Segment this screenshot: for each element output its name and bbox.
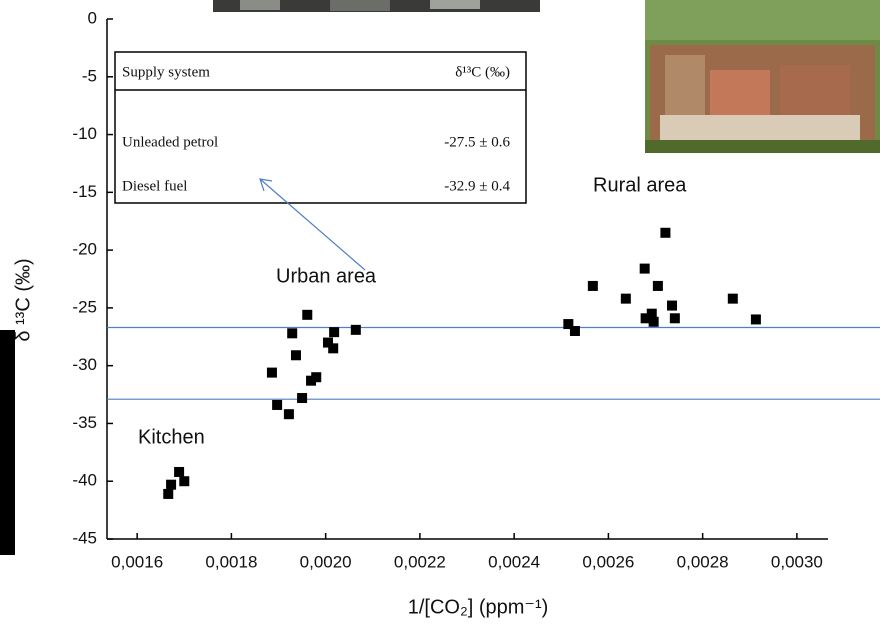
y-tick-label: -30	[72, 355, 97, 374]
point	[272, 400, 282, 410]
table-cell: Diesel fuel	[122, 178, 187, 194]
inset-table: Supply system δ¹³C (‰) Unleaded petrol -…	[115, 52, 526, 203]
x-tick-label: 0,0030	[771, 552, 823, 571]
annotation: Rural area	[593, 174, 687, 196]
y-tick-label: -35	[72, 413, 97, 432]
point	[653, 281, 663, 291]
x-tick-label: 0,0016	[111, 552, 163, 571]
photo-top	[213, 0, 540, 12]
y-tick-label: -20	[72, 240, 97, 259]
y-tick-label: -25	[72, 297, 97, 316]
point	[351, 325, 361, 335]
point	[179, 476, 189, 486]
y-tick-label: -45	[72, 528, 97, 547]
point	[588, 281, 598, 291]
x-axis-title: 1/[CO₂] (ppm⁻¹)	[408, 596, 549, 618]
table-cell: -27.5 ± 0.6	[444, 134, 510, 150]
point	[166, 480, 176, 490]
point	[302, 310, 312, 320]
point	[751, 314, 761, 324]
point	[163, 489, 173, 499]
point	[329, 327, 339, 337]
x-tick-label: 0,0026	[582, 552, 634, 571]
point	[297, 393, 307, 403]
point	[311, 372, 321, 382]
table-header: Supply system	[122, 64, 210, 80]
point	[267, 368, 277, 378]
point	[670, 313, 680, 323]
y-tick-label: -15	[72, 182, 97, 201]
point	[328, 343, 338, 353]
y-tick-label: -5	[82, 66, 97, 85]
point	[174, 467, 184, 477]
x-tick-label: 0,0018	[205, 552, 257, 571]
y-tick-label: -40	[72, 471, 97, 490]
point	[728, 294, 738, 304]
page: {"chart_data": {"type": "scatter", "xlab…	[0, 0, 880, 627]
point	[640, 264, 650, 274]
point	[649, 317, 659, 327]
x-tick-label: 0,0028	[677, 552, 729, 571]
point	[570, 326, 580, 336]
x-tick-label: 0,0024	[488, 552, 540, 571]
annotation: Urban area	[276, 265, 377, 287]
point	[660, 228, 670, 238]
point	[621, 294, 631, 304]
table-cell: Unleaded petrol	[122, 134, 218, 150]
chart: 1/[CO₂] (ppm⁻¹) δ ¹³C (‰) Supply system …	[0, 0, 880, 627]
y-tick-label: -10	[72, 124, 97, 143]
black-bar	[0, 330, 15, 555]
annotation: Kitchen	[138, 426, 205, 448]
photo-town	[645, 0, 880, 153]
table-header: δ¹³C (‰)	[455, 64, 510, 80]
point	[291, 350, 301, 360]
table-cell: -32.9 ± 0.4	[444, 178, 510, 194]
point	[667, 301, 677, 311]
y-axis-title: δ ¹³C (‰)	[12, 258, 34, 341]
x-tick-label: 0,0022	[394, 552, 446, 571]
x-tick-label: 0,0020	[300, 552, 352, 571]
y-tick-label: 0	[88, 8, 97, 27]
point	[284, 409, 294, 419]
point	[287, 328, 297, 338]
